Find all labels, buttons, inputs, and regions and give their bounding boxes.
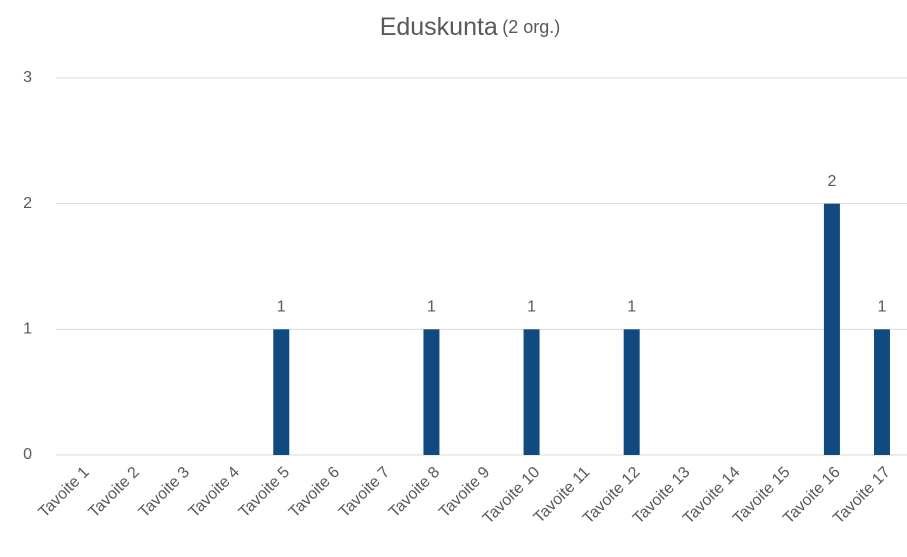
x-tick-label: Tavoite 6 <box>286 464 343 521</box>
data-label: 2 <box>827 173 836 190</box>
y-tick-label: 3 <box>23 69 32 86</box>
data-label: 1 <box>627 299 636 316</box>
chart-subtitle: (2 org.) <box>502 17 560 37</box>
x-tick-label: Tavoite 2 <box>86 464 143 521</box>
bar <box>423 329 440 455</box>
data-label: 1 <box>277 299 286 316</box>
x-tick-label: Tavoite 3 <box>136 464 193 521</box>
x-tick-label: Tavoite 4 <box>186 464 243 521</box>
bar <box>273 329 290 455</box>
bar <box>623 329 640 455</box>
data-label: 1 <box>527 299 536 316</box>
bar <box>523 329 540 455</box>
chart-title-group: Eduskunta (2 org.) <box>380 13 561 41</box>
x-tick-label: Tavoite 5 <box>236 464 293 521</box>
x-tick-label: Tavoite 1 <box>36 464 93 521</box>
bar <box>873 329 890 455</box>
bar <box>823 203 840 455</box>
y-tick-label: 0 <box>23 446 32 463</box>
x-tick-label: Tavoite 8 <box>386 464 443 521</box>
y-tick-label: 1 <box>23 321 32 338</box>
chart-title: Eduskunta <box>380 13 498 41</box>
data-label: 1 <box>427 299 436 316</box>
y-tick-label: 2 <box>23 195 32 212</box>
data-label: 1 <box>878 299 887 316</box>
x-tick-label: Tavoite 7 <box>336 464 393 521</box>
